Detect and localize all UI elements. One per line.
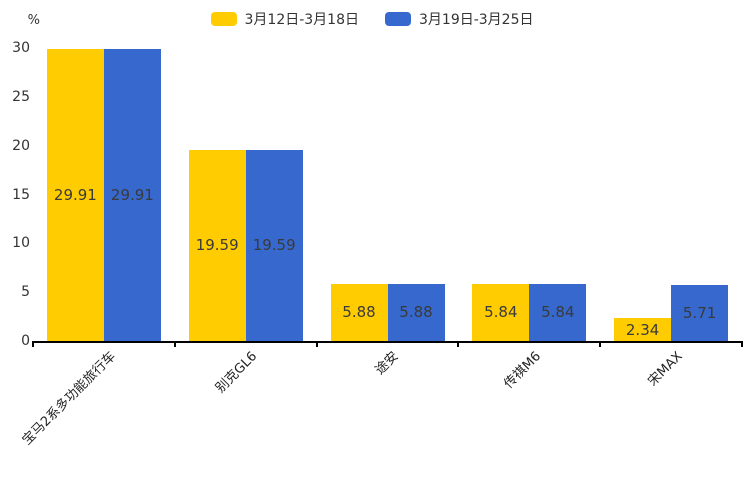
bar-value-label: 5.84 (484, 303, 518, 322)
y-axis-tick-label: 25 (12, 88, 30, 105)
bar-series-1 (330, 283, 388, 341)
y-axis-tick-label: 5 (21, 284, 30, 301)
x-axis-category-label: 传祺M6 (501, 349, 544, 392)
bar-series-1 (46, 48, 104, 341)
y-axis-unit-label: % (27, 13, 40, 28)
legend-color-swatch (385, 12, 411, 26)
bar-value-label: 5.71 (682, 304, 717, 323)
x-axis-line (33, 341, 742, 343)
legend-item-1[interactable]: 3月12日-3月18日 (210, 9, 360, 29)
y-axis-tick-label: 0 (21, 333, 30, 349)
x-axis-tick-mark (599, 341, 602, 347)
bar-value-label: 2.34 (625, 320, 660, 339)
x-axis-category-label: 宋MAX (645, 349, 686, 390)
bar-series-1 (472, 283, 530, 341)
x-axis-category-label: 宝马2系多功能旅行车 (19, 349, 119, 449)
bar-series-1 (614, 318, 672, 341)
x-axis-tick-mark (32, 341, 34, 347)
bar-value-label: 29.91 (110, 185, 154, 204)
bar-value-label: 5.88 (342, 303, 376, 322)
x-axis-tick-mark (173, 341, 176, 347)
x-axis-category-label: 别克GL6 (213, 349, 261, 397)
y-axis-tick-label: 30 (12, 40, 30, 56)
bar-series-2 (671, 285, 729, 341)
legend-label: 3月12日-3月18日 (244, 12, 360, 28)
y-axis-tick-label: 15 (12, 186, 30, 203)
y-axis-tick-label: 10 (12, 235, 30, 252)
bar-value-label: 29.91 (53, 185, 97, 204)
x-axis-tick-mark (457, 341, 460, 347)
bar-series-2 (245, 149, 303, 341)
bar-series-2 (529, 283, 587, 341)
x-axis-tick-mark (315, 341, 318, 347)
legend-item-2[interactable]: 3月19日-3月25日 (385, 9, 534, 29)
chart-legend: 3月12日-3月18日 3月19日-3月25日 (0, 9, 744, 29)
bar-value-label: 5.88 (399, 303, 433, 322)
y-axis-tick-label: 20 (12, 137, 30, 154)
bar-series-2 (387, 283, 445, 341)
bar-series-2 (103, 48, 161, 341)
legend-color-swatch (210, 12, 237, 26)
bar-value-label: 19.59 (252, 236, 296, 255)
bar-value-label: 5.84 (541, 303, 575, 322)
bar-series-1 (188, 149, 246, 341)
x-axis-category-label: 途安 (373, 349, 403, 379)
x-axis-tick-mark (741, 341, 743, 347)
legend-label: 3月19日-3月25日 (419, 12, 534, 28)
bar-value-label: 19.59 (195, 236, 239, 255)
